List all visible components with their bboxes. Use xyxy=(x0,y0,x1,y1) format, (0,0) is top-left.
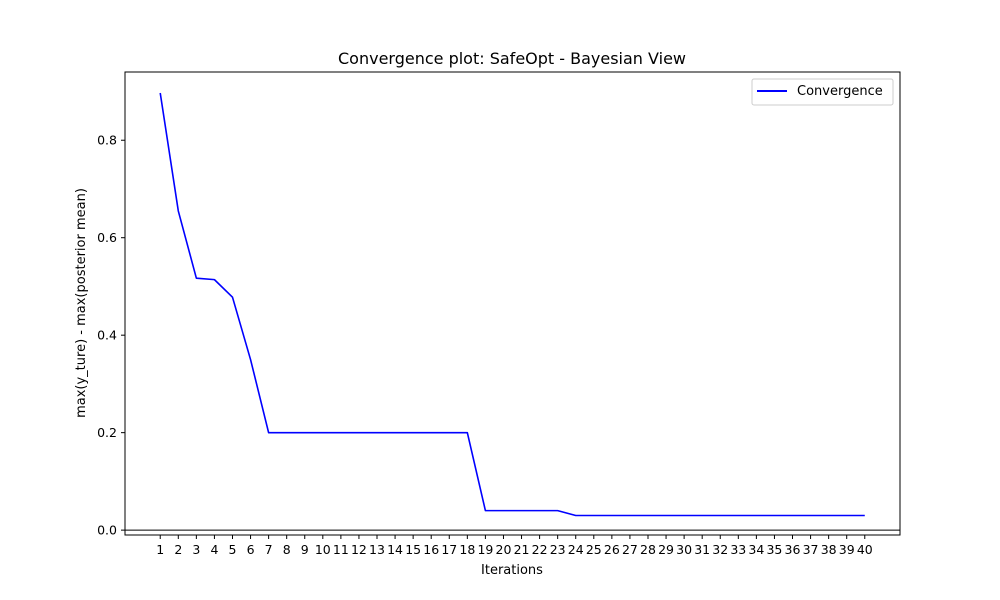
x-axis-label: Iterations xyxy=(481,563,543,578)
x-tick-label: 5 xyxy=(229,542,237,557)
y-axis-ticks: 0.0 0.2 0.4 0.6 0.8 xyxy=(97,133,125,538)
x-tick-label: 25 xyxy=(586,542,602,557)
legend-label-convergence: Convergence xyxy=(797,84,883,99)
x-tick-label: 22 xyxy=(532,542,548,557)
x-tick-label: 3 xyxy=(192,542,200,557)
plot-layer xyxy=(125,92,900,531)
x-tick-label: 39 xyxy=(839,542,855,557)
x-tick-label: 34 xyxy=(748,542,764,557)
x-axis-ticks: 1 2 3 4 5 6 7 8 9 10 11 12 13 14 15 16 17 18 19 20 21 22 23 24 2… xyxy=(156,535,873,557)
x-tick-label: 8 xyxy=(283,542,291,557)
y-tick-label: 0.0 xyxy=(97,523,117,538)
x-tick-label: 1 xyxy=(156,542,164,557)
y-axis-label: max(y_ture) - max(posterior mean) xyxy=(74,188,89,418)
x-tick-label: 40 xyxy=(857,542,873,557)
x-tick-label: 26 xyxy=(604,542,620,557)
x-tick-label: 9 xyxy=(301,542,309,557)
series-line-convergence xyxy=(159,92,865,517)
x-tick-label: 19 xyxy=(477,542,493,557)
legend-box xyxy=(751,78,894,106)
x-tick-label: 18 xyxy=(459,542,475,557)
x-tick-label: 15 xyxy=(405,542,421,557)
x-tick-label: 14 xyxy=(387,542,403,557)
x-tick-label: 17 xyxy=(441,542,457,557)
x-tick-label: 10 xyxy=(315,542,331,557)
plot-frame xyxy=(124,71,901,536)
x-tick-label: 29 xyxy=(658,542,674,557)
x-tick-label: 27 xyxy=(622,542,638,557)
plot-area xyxy=(125,72,900,535)
x-tick-label: 33 xyxy=(730,542,746,557)
x-tick-label: 6 xyxy=(247,542,255,557)
x-tick-label: 35 xyxy=(766,542,782,557)
x-tick-label: 30 xyxy=(676,542,692,557)
y-tick-label: 0.2 xyxy=(97,425,117,440)
x-tick-label: 36 xyxy=(785,542,801,557)
y-tick-label: 0.8 xyxy=(97,133,117,148)
x-tick-label: 38 xyxy=(821,542,837,557)
x-tick-label: 12 xyxy=(351,542,367,557)
x-tick-label: 21 xyxy=(514,542,530,557)
x-tick-label: 20 xyxy=(496,542,512,557)
x-tick-label: 2 xyxy=(174,542,182,557)
x-tick-label: 23 xyxy=(550,542,566,557)
x-tick-label: 32 xyxy=(712,542,728,557)
x-tick-label: 28 xyxy=(640,542,656,557)
x-tick-label: 37 xyxy=(803,542,819,557)
y-tick-label: 0.4 xyxy=(97,328,117,343)
x-tick-label: 13 xyxy=(369,542,385,557)
x-tick-label: 7 xyxy=(265,542,273,557)
x-tick-label: 16 xyxy=(423,542,439,557)
x-tick-label: 24 xyxy=(568,542,584,557)
y-tick-label: 0.6 xyxy=(97,230,117,245)
x-tick-label: 31 xyxy=(694,542,710,557)
legend: Convergence xyxy=(751,78,894,106)
x-tick-label: 11 xyxy=(333,542,349,557)
chart-title: Convergence plot: SafeOpt - Bayesian Vie… xyxy=(338,49,686,68)
x-tick-label: 4 xyxy=(210,542,218,557)
